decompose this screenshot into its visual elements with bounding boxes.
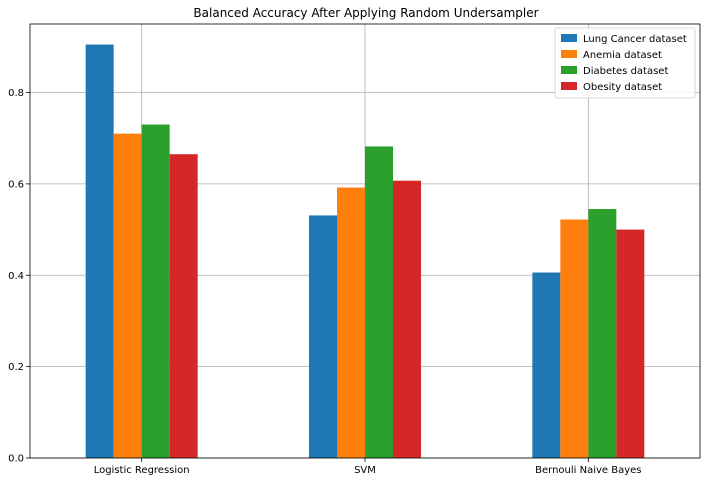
x-tick-label: SVM xyxy=(354,465,376,476)
legend-label: Diabetes dataset xyxy=(583,66,668,77)
bar-4-3 xyxy=(616,229,645,458)
legend-swatch xyxy=(561,50,577,58)
bar-4-1 xyxy=(169,154,198,458)
x-tick-label: Logistic Regression xyxy=(94,465,190,476)
bar-3-1 xyxy=(141,124,170,459)
legend-swatch xyxy=(561,82,577,90)
plot-frame xyxy=(29,23,701,459)
y-tick-label: 0.0 xyxy=(8,454,24,465)
legend-label: Obesity dataset xyxy=(583,82,662,93)
bar-3-2 xyxy=(365,146,393,458)
axis-layer: 0.0 0.2 0.4 0.6 0.8 Logistic Regression SVM Ber… xyxy=(8,23,701,476)
bar-2-1 xyxy=(113,133,142,459)
y-tick-label: 0.8 xyxy=(8,88,24,99)
bar-2-3 xyxy=(560,219,589,458)
bar-4-2 xyxy=(393,180,421,458)
y-tick-label: 0.2 xyxy=(8,362,24,373)
y-tick-label: 0.4 xyxy=(8,271,24,282)
legend: Lung Cancer dataset Anemia dataset Diabete… xyxy=(554,27,696,99)
legend-swatch xyxy=(561,66,577,74)
bar-1-2 xyxy=(309,215,337,458)
x-tick-label: Bernouli Naive Bayes xyxy=(535,465,641,476)
bars-layer xyxy=(85,44,645,459)
legend-box xyxy=(554,27,696,99)
legend-label: Lung Cancer dataset xyxy=(583,34,687,45)
y-tick-label: 0.6 xyxy=(8,179,24,190)
bar-3-3 xyxy=(588,209,617,458)
bar-1-1 xyxy=(85,44,114,459)
legend-swatch xyxy=(561,34,577,42)
bar-2-2 xyxy=(337,187,365,458)
legend-label: Anemia dataset xyxy=(583,50,662,61)
bar-1-3 xyxy=(532,272,561,458)
chart-title: Balanced Accuracy After Applying Random … xyxy=(193,6,538,20)
